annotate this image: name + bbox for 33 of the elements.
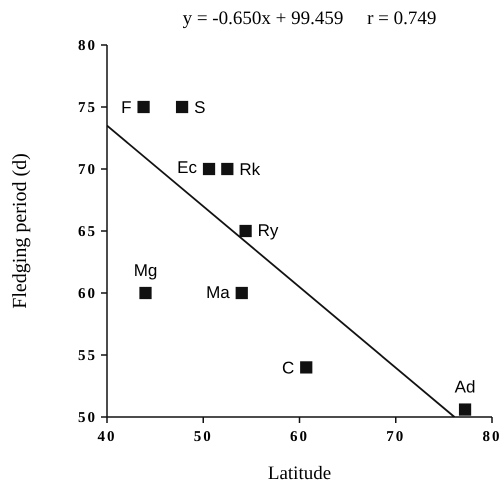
annotation: Ec <box>177 158 198 177</box>
point <box>300 361 312 374</box>
x-tick-label: 40 <box>98 429 116 445</box>
annotation: Ad <box>454 378 476 397</box>
annotation: S <box>194 98 206 117</box>
point <box>239 224 252 238</box>
annotation: F <box>121 98 132 117</box>
y-tick-label: 65 <box>78 224 97 240</box>
point <box>137 100 150 114</box>
annotation: C <box>282 358 294 378</box>
x-axis-title: Latitude <box>268 463 332 484</box>
x-tick-label: 50 <box>194 429 213 445</box>
y-tick-label: 50 <box>78 410 97 426</box>
chart-title: y = -0.650x + 99.459 r = 0.749 <box>182 8 436 29</box>
y-tick-label: 55 <box>78 348 97 364</box>
y-tick-label: 60 <box>78 286 97 302</box>
point <box>221 162 234 176</box>
y-axis-title: Fledging period (d) <box>9 153 31 309</box>
point <box>139 286 152 300</box>
x-tick-label: 60 <box>290 429 309 445</box>
annotation: Rk <box>239 160 261 179</box>
y-tick-label: 70 <box>78 162 97 178</box>
annotation: Ma <box>206 283 230 302</box>
annotation: Mg <box>134 261 158 280</box>
annotation: Ry <box>258 221 279 240</box>
x-tick-label: 70 <box>386 429 406 445</box>
point <box>176 100 188 114</box>
point <box>458 403 472 416</box>
x-tick-label: 80 <box>482 429 502 445</box>
y-tick-label: 80 <box>78 38 97 54</box>
y-tick-label: 75 <box>78 100 97 116</box>
point <box>202 162 216 176</box>
point <box>236 286 248 300</box>
